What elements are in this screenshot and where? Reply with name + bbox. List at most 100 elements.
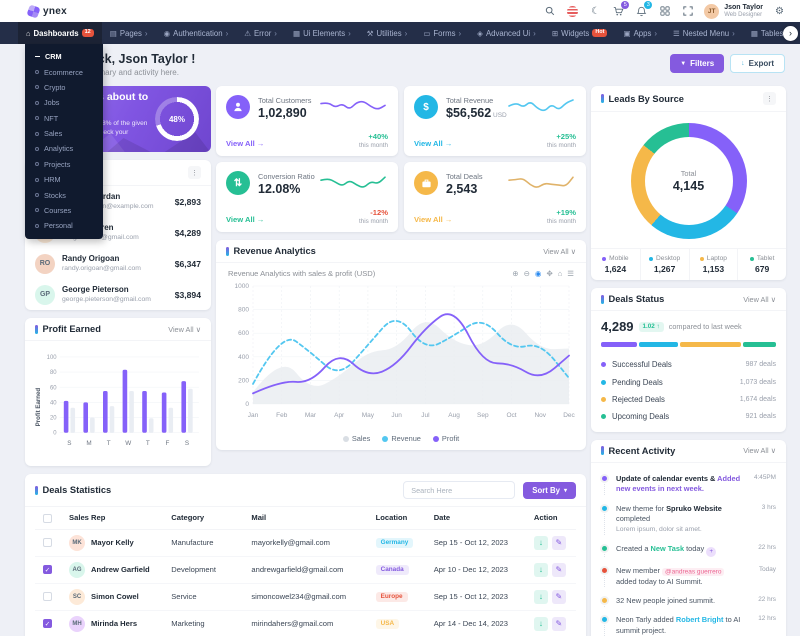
menu-item-ecommerce[interactable]: Ecommerce [25,64,103,79]
top-deal-row: GP George Pieterson george.pieterson@gmail… [25,279,211,310]
nav-item-apps[interactable]: ▣ Apps › [615,22,665,44]
nav-item-authentication[interactable]: ◉ Authentication › [156,22,237,44]
nav-item-widgets[interactable]: ⊞ Widgets Hot [544,22,616,44]
edit-pencil-icon[interactable]: ✎ [551,562,566,577]
menu-item-crypto[interactable]: Crypto [25,80,103,95]
row-checkbox[interactable] [43,538,52,548]
stat-card-total-customers: Total Customers 1,02,890 View All → +40% thi… [216,86,398,156]
nav-item-pages[interactable]: ▤ Pages › [102,22,156,44]
category-cell: Marketing [163,610,244,636]
nav-item-advanced-ui[interactable]: ◈ Advanced Ui › [469,22,544,44]
customers-icon [226,95,250,119]
stat-sparkline-chart [506,94,576,125]
stat-view-all-link[interactable]: View All → [414,139,453,148]
menu-item-projects[interactable]: Projects [25,157,103,172]
edit-pencil-icon[interactable]: ✎ [551,589,566,604]
nav-item-forms[interactable]: ▭ Forms › [415,22,469,44]
column-header-sales-rep[interactable]: Sales Rep [61,507,164,530]
download-icon[interactable]: ↓ [533,535,548,550]
legend-item-profit[interactable]: Profit [432,434,459,443]
svg-text:0: 0 [245,401,249,408]
menu-item-label: Stocks [44,190,66,200]
deals-status-view-all[interactable]: View All ∨ [743,294,776,304]
sort-by-button[interactable]: Sort By ▾ [523,481,576,499]
edit-pencil-icon[interactable]: ✎ [551,535,566,550]
row-checkbox[interactable] [43,565,52,575]
top-deals-menu-icon[interactable]: ⋮ [188,166,201,179]
recent-activity-view-all[interactable]: View All ∨ [743,446,776,455]
menu-item-courses[interactable]: Courses [25,203,103,218]
nav-item-label: Pages [119,28,142,38]
chevron-right-icon: › [732,28,735,38]
download-icon[interactable]: ↓ [533,616,548,631]
stat-change: +40% [368,132,388,141]
column-header-location[interactable]: Location [367,507,426,530]
menu-item-label: Sales [44,129,63,139]
nav-item-nested-menu[interactable]: ☰ Nested Menu › [665,22,743,44]
nav-item-ui-elements[interactable]: ▦ Ui Elements › [285,22,359,44]
edit-pencil-icon[interactable]: ✎ [551,616,566,631]
nav-item-label: Dashboards [33,28,79,38]
menu-item-personal[interactable]: Personal [25,218,103,233]
reset-home-icon[interactable]: ⌂ [557,269,563,278]
stat-view-all-link[interactable]: View All → [414,215,453,224]
sales-rep-name: Simon Cowel [91,592,139,601]
column-header-mail[interactable]: Mail [243,507,368,530]
zoom-in-icon[interactable]: ⊕ [512,269,519,278]
brand-logo[interactable]: ynex [26,3,67,19]
user-profile[interactable]: JT Json Taylor Web Designer [704,3,763,19]
menu-item-analytics[interactable]: Analytics [25,141,103,156]
select-all-checkbox[interactable] [43,513,52,523]
download-icon[interactable]: ↓ [533,562,548,577]
notifications-bell-icon[interactable]: 3 [635,0,653,18]
revenue-analytics-chart: Jan Feb Mar Apr May Jun Jul Aug Sep Oct Nov Dec 0 200… [216,278,586,433]
table-row: MK Mayor Kelly Manufacture mayorkelly@gmail… [35,529,576,557]
menu-item-sales[interactable]: Sales [25,126,103,141]
column-header-category[interactable]: Category [163,507,244,530]
filters-button[interactable]: ▼ Filters [670,54,725,73]
leads-menu-icon[interactable]: ⋮ [763,92,776,105]
activity-highlight: New Task [650,543,685,553]
menu-item-nft[interactable]: NFT [25,111,103,126]
menu-item-stocks[interactable]: Stocks [25,187,103,202]
table-search-input[interactable] [403,481,516,499]
selection-zoom-icon[interactable]: ◉ [534,269,542,278]
legend-value: 1,624 [604,264,627,274]
category-cell: Manufacture [163,529,244,557]
legend-item-revenue[interactable]: Revenue [382,434,421,443]
cart-icon[interactable]: 5 [612,0,630,18]
legend-marker [602,256,607,261]
zoom-out-icon[interactable]: ⊖ [523,269,530,278]
settings-gear-icon[interactable]: ⚙ [775,5,784,17]
legend-item-sales[interactable]: Sales [342,434,370,443]
nav-item-utilities[interactable]: ⚒ Utilities › [359,22,416,44]
menu-item-crm[interactable]: CRM [25,49,103,64]
stat-view-all-link[interactable]: View All → [226,215,265,224]
language-flag-icon[interactable] [566,5,579,18]
menu-item-hrm[interactable]: HRM [25,172,103,187]
activity-time: 22 hrs [758,595,776,603]
revenue-analytics-view-all[interactable]: View All ∨ [543,246,576,256]
apps-grid-icon[interactable] [658,5,671,18]
dark-mode-moon-icon[interactable]: ☾ [591,5,601,17]
search-icon[interactable] [543,5,556,18]
pan-icon[interactable]: ✥ [546,269,553,278]
column-header-action[interactable]: Action [525,507,576,530]
download-icon[interactable]: ↓ [533,589,548,604]
export-button[interactable]: ↓ Export [730,54,785,73]
nav-scroll-next-icon[interactable]: › [783,25,798,41]
nav-item-dashboards[interactable]: ⌂ Dashboards 12 [18,22,102,44]
activity-text: New theme for Spruko Website completed Lo… [616,504,754,535]
profit-earned-view-all[interactable]: View All ∨ [168,324,201,334]
column-header-date[interactable]: Date [425,507,526,530]
row-checkbox[interactable] [43,619,52,629]
row-checkbox[interactable] [43,592,52,602]
legend-label: Laptop [706,255,727,262]
menu-item-label: Personal [44,221,73,231]
menu-item-jobs[interactable]: Jobs [25,95,103,110]
svg-text:40: 40 [50,400,57,406]
fullscreen-icon[interactable] [681,5,694,18]
stat-view-all-link[interactable]: View All → [226,139,265,148]
chart-menu-icon[interactable]: ☰ [567,269,574,278]
nav-item-error[interactable]: ⚠ Error › [236,22,285,44]
